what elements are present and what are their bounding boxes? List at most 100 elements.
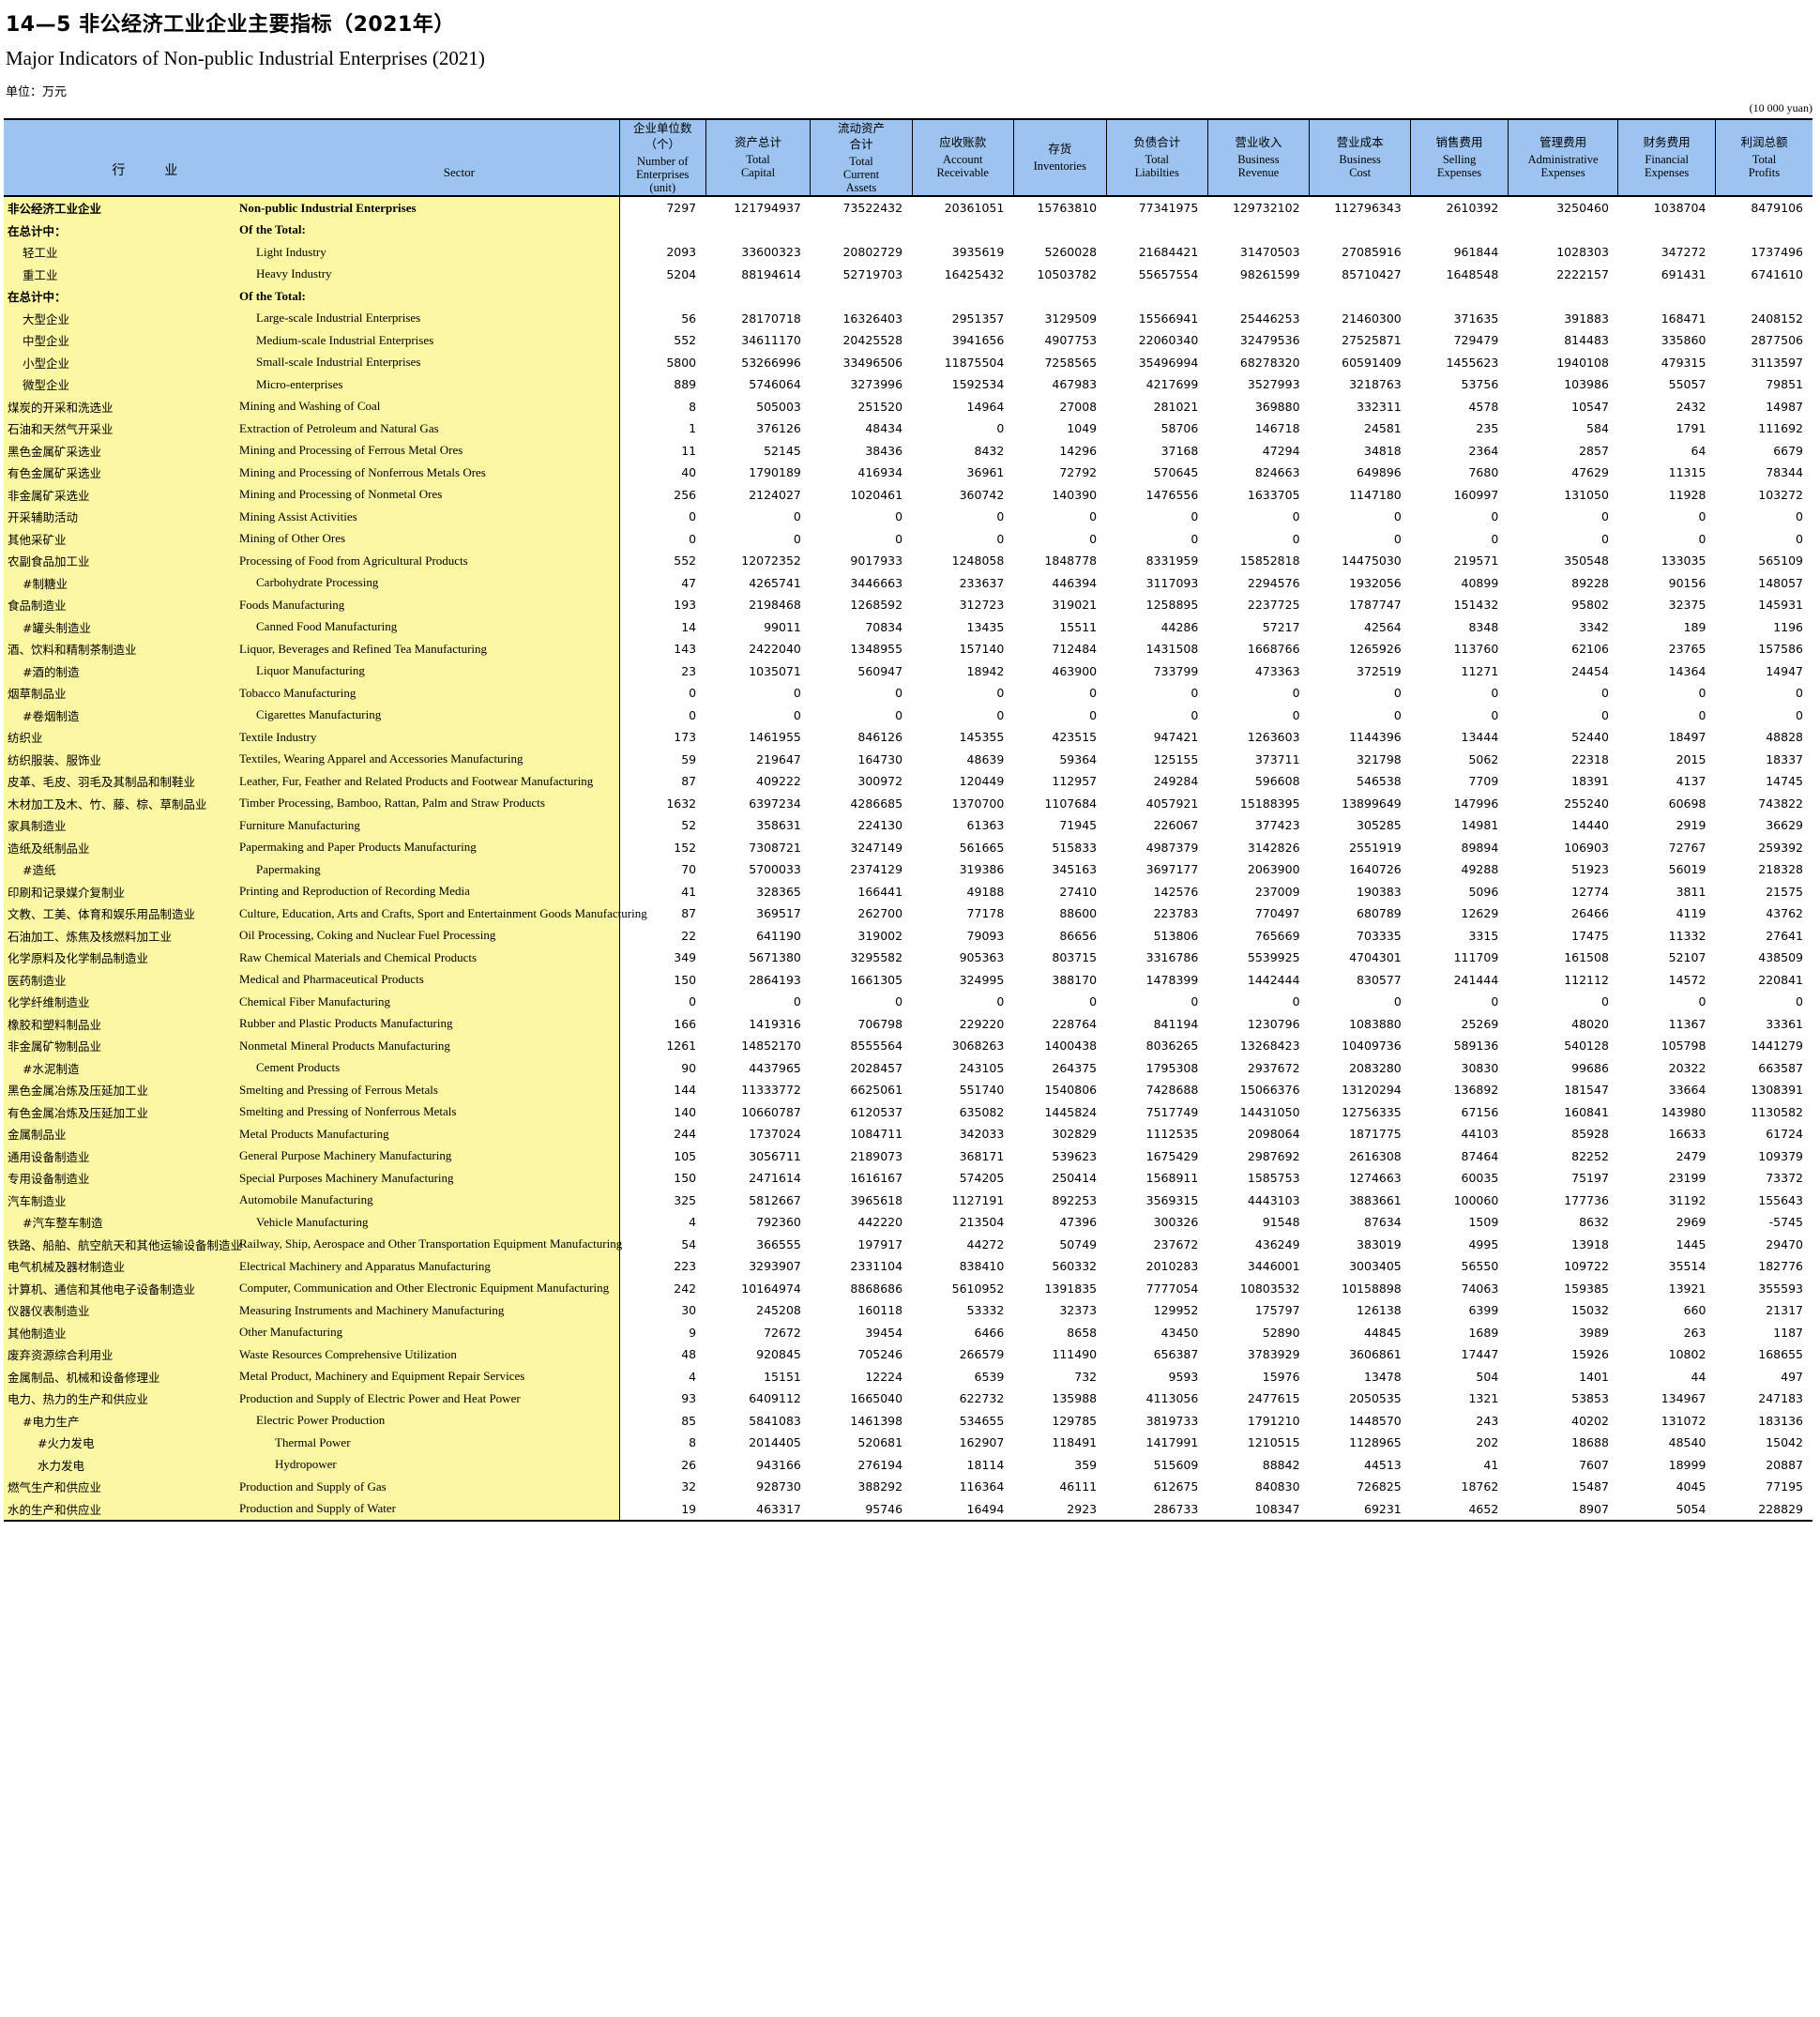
cell-value: 1509 — [1410, 1211, 1509, 1234]
cell-value: 276194 — [810, 1453, 913, 1476]
cell-value: 129732102 — [1207, 196, 1310, 220]
table-row: 非公经济工业企业 Non-public Industrial Enterprise… — [4, 196, 1812, 220]
row-label-en: Mining and Washing of Coal — [235, 395, 620, 417]
cell-value: 1128965 — [1309, 1432, 1411, 1454]
cell-value: 18497 — [1617, 726, 1716, 749]
cell-value: 5746064 — [705, 373, 811, 396]
table-row: #卷烟制造 Cigarettes Manufacturing 0 0 0 0 0 0 0 0 0 0 0… — [4, 704, 1812, 726]
cell-value: 0 — [1617, 991, 1716, 1013]
cell-value: 4057921 — [1106, 792, 1208, 814]
cell-value: 33664 — [1617, 1079, 1716, 1101]
row-label-cn: 电气机械及器材制造业 — [4, 1255, 236, 1278]
cell-value: 2189073 — [810, 1145, 913, 1167]
cell-value: 233637 — [912, 571, 1014, 594]
cell-value: 2857 — [1508, 439, 1618, 462]
cell-value: 43450 — [1106, 1321, 1208, 1343]
cell-value: 7428688 — [1106, 1079, 1208, 1101]
cell-value: 947421 — [1106, 726, 1208, 749]
cell-value: 131072 — [1617, 1409, 1716, 1432]
cell-value: 11271 — [1410, 660, 1509, 682]
cell-value: 55657554 — [1106, 263, 1208, 285]
cell-value: 21460300 — [1309, 307, 1411, 329]
cell-value: 3129509 — [1013, 307, 1107, 329]
row-label-cn: #卷烟制造 — [4, 704, 236, 726]
cell-value: 245208 — [705, 1299, 811, 1322]
cell-value: 612675 — [1106, 1476, 1208, 1498]
cell-value — [1106, 285, 1208, 308]
cell-value: 1737496 — [1715, 241, 1812, 264]
cell-value: 729479 — [1410, 329, 1509, 352]
cell-value: 86656 — [1013, 924, 1107, 947]
cell-value: 56019 — [1617, 858, 1716, 881]
cell-value: 0 — [1309, 506, 1411, 528]
header-en-line2: Receivable — [936, 165, 989, 179]
cell-value: 112112 — [1508, 968, 1618, 991]
cell-value: 0 — [1013, 506, 1107, 528]
row-label-en: Of the Total: — [235, 219, 620, 241]
row-label-en: Culture, Education, Arts and Crafts, Spo… — [235, 902, 647, 925]
cell-value: 100060 — [1410, 1189, 1509, 1211]
cell-value: 219647 — [705, 748, 811, 770]
cell-value: 256 — [619, 483, 706, 506]
header-col-number-of-enterprises: 企业单位数 （个） Number of Enterprises (unit) — [618, 118, 706, 197]
cell-value: 74063 — [1410, 1277, 1509, 1299]
table-row: 医药制造业 Medical and Pharmaceutical Products… — [4, 968, 1812, 991]
table-row: 微型企业 Micro-enterprises 889 5746064 3273996 15… — [4, 373, 1812, 396]
cell-value: 371635 — [1410, 307, 1509, 329]
row-label-en: Nonmetal Mineral Products Manufacturing — [235, 1035, 620, 1057]
cell-value: 347272 — [1617, 241, 1716, 264]
cell-value: 21575 — [1715, 880, 1812, 902]
cell-value: 151432 — [1410, 594, 1509, 616]
row-label-en: Chemical Fiber Manufacturing — [235, 991, 620, 1013]
cell-value: 21684421 — [1106, 241, 1208, 264]
cell-value: 59364 — [1013, 748, 1107, 770]
cell-value: 3068263 — [912, 1035, 1014, 1057]
row-label-cn: 金属制品、机械和设备修理业 — [4, 1365, 236, 1388]
cell-value: 264375 — [1013, 1056, 1107, 1079]
cell-value: 259392 — [1715, 836, 1812, 858]
cell-value: 479315 — [1617, 351, 1716, 373]
cell-value: 64 — [1617, 439, 1716, 462]
cell-value — [912, 219, 1014, 241]
cell-value — [1715, 219, 1812, 241]
header-en-line1: Business — [1339, 152, 1381, 166]
cell-value: 0 — [1508, 704, 1618, 726]
row-label-en: Timber Processing, Bamboo, Rattan, Palm … — [235, 792, 620, 814]
cell-value: 168471 — [1617, 307, 1716, 329]
cell-value: 7258565 — [1013, 351, 1107, 373]
cell-value — [1617, 285, 1716, 308]
cell-value: 324995 — [912, 968, 1014, 991]
cell-value: 1689 — [1410, 1321, 1509, 1343]
cell-value: 1791210 — [1207, 1409, 1310, 1432]
cell-value: 11928 — [1617, 483, 1716, 506]
cell-value: 20425528 — [810, 329, 913, 352]
table-row: 在总计中： Of the Total: — [4, 285, 1812, 308]
cell-value: 15852818 — [1207, 550, 1310, 572]
cell-value: 116364 — [912, 1476, 1014, 1498]
cell-value: 213504 — [912, 1211, 1014, 1234]
cell-value: 181547 — [1508, 1079, 1618, 1101]
cell-value: 2014405 — [705, 1432, 811, 1454]
table-row: 金属制品业 Metal Products Manufacturing 244 1737… — [4, 1123, 1812, 1145]
cell-value: 47 — [619, 571, 706, 594]
cell-value: 152 — [619, 836, 706, 858]
header-en-line1: Account — [943, 152, 983, 166]
header-en-line1: Total — [746, 152, 770, 166]
cell-value — [912, 285, 1014, 308]
cell-value: 109722 — [1508, 1255, 1618, 1278]
cell-value: 3316786 — [1106, 947, 1208, 969]
header-cn-line1: 营业成本 — [1336, 135, 1384, 150]
cell-value: 44286 — [1106, 615, 1208, 638]
cell-value: 2616308 — [1309, 1145, 1411, 1167]
cell-value: 1795308 — [1106, 1056, 1208, 1079]
cell-value: 243105 — [912, 1056, 1014, 1079]
cell-value: 6409112 — [705, 1388, 811, 1410]
cell-value: 7607 — [1508, 1453, 1618, 1476]
cell-value: 12072352 — [705, 550, 811, 572]
cell-value: 8658 — [1013, 1321, 1107, 1343]
row-label-en: Electric Power Production — [235, 1409, 620, 1432]
cell-value: 534655 — [912, 1409, 1014, 1432]
cell-value: 0 — [810, 527, 913, 550]
cell-value: 369517 — [705, 902, 811, 925]
cell-value: 0 — [810, 991, 913, 1013]
